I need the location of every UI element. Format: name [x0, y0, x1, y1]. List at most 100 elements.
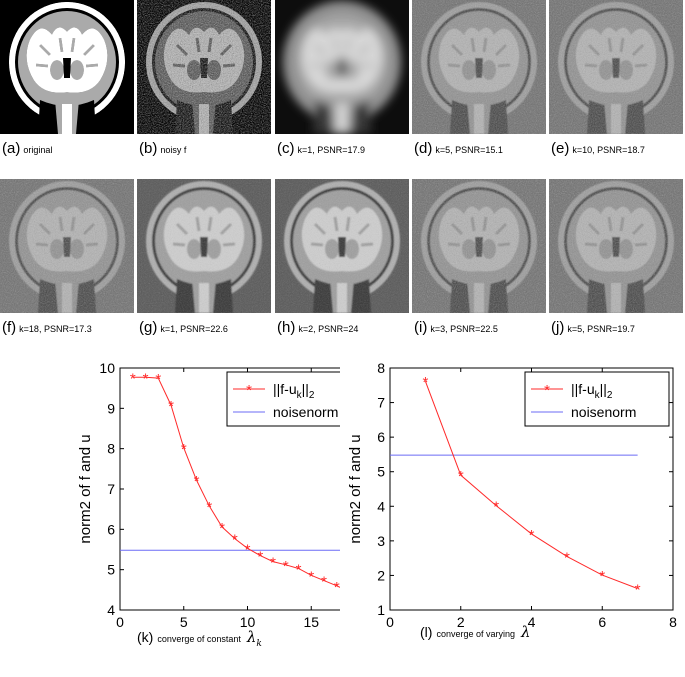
- panel-caption: (f) k=18, PSNR=17.3: [2, 319, 92, 337]
- x-tick-label: 8: [669, 614, 677, 628]
- error-norm-point: *: [143, 370, 149, 387]
- x-tick-label: 2: [457, 614, 465, 628]
- mri-panel-image: [137, 0, 271, 134]
- y-tick-label: 5: [107, 562, 115, 578]
- y-tick-label: 6: [107, 521, 115, 537]
- error-norm-point: *: [283, 558, 289, 575]
- caption-l-lambda: λ: [520, 623, 531, 641]
- brain-scan-picture: [549, 0, 683, 134]
- error-norm-point: *: [245, 541, 251, 558]
- caption-l-text: converge of varying: [436, 629, 515, 639]
- x-tick-label: 4: [528, 614, 536, 628]
- legend-box: [226, 371, 340, 427]
- panel-caption-text: k=18, PSNR=17.3: [19, 324, 92, 334]
- error-norm-point: *: [422, 374, 428, 391]
- y-tick-label: 4: [377, 498, 385, 514]
- brain-scan-picture: [137, 0, 271, 134]
- panel-caption-label: (g): [139, 319, 158, 336]
- y-tick-label: 9: [107, 400, 115, 416]
- panel-caption-label: (b): [139, 140, 158, 157]
- brain-scan-picture: [0, 179, 134, 313]
- caption-l: (l) converge of varying λ: [420, 623, 531, 642]
- panel-caption: (h) k=2, PSNR=24: [277, 319, 358, 337]
- panel-caption-label: (d): [414, 140, 433, 157]
- mri-panel-image: [549, 179, 683, 313]
- panel-caption: (b) noisy f: [139, 140, 186, 158]
- brain-scan-picture: [0, 0, 134, 134]
- error-norm-point: *: [529, 527, 535, 544]
- x-tick-label: 15: [303, 614, 319, 628]
- y-tick-label: 8: [377, 360, 385, 376]
- chart-varying-lambda: 0246812345678knorm2 of f and u********||…: [347, 360, 677, 628]
- error-norm-point: *: [599, 568, 605, 585]
- y-axis-label: norm2 of f and u: [77, 434, 94, 543]
- brain-scan-picture: [275, 179, 409, 313]
- error-norm-point: *: [130, 370, 136, 387]
- panel-caption-text: k=5, PSNR=19.7: [567, 324, 635, 334]
- x-tick-label: 10: [240, 614, 256, 628]
- y-tick-label: 6: [377, 429, 385, 445]
- error-norm-point: *: [635, 582, 641, 599]
- caption-k: (k) converge of constant λk: [137, 628, 262, 649]
- panel-caption-label: (a): [2, 140, 21, 157]
- caption-k-lambda-symbol: λ: [246, 628, 257, 646]
- panel-caption: (c) k=1, PSNR=17.9: [277, 140, 365, 158]
- brain-scan-picture: [275, 0, 409, 134]
- y-tick-label: 10: [99, 360, 115, 376]
- panel-caption: (g) k=1, PSNR=22.6: [139, 319, 228, 337]
- error-norm-point: *: [308, 568, 314, 585]
- brain-scan-picture: [412, 179, 546, 313]
- mri-panel-image: [412, 179, 546, 313]
- x-tick-label: 6: [598, 614, 606, 628]
- error-norm-point: *: [270, 555, 276, 572]
- error-norm-point: *: [321, 574, 327, 591]
- caption-k-label: (k): [137, 629, 154, 645]
- mri-panel-image: [549, 0, 683, 134]
- caption-k-text: converge of constant: [157, 634, 241, 644]
- x-tick-label: 0: [116, 614, 124, 628]
- panel-caption-label: (f): [2, 319, 17, 336]
- legend-noise-label: noisenorm: [273, 404, 338, 420]
- panel-caption-text: original: [23, 145, 53, 155]
- error-norm-point: *: [232, 532, 238, 549]
- caption-k-lambda-sub: k: [256, 639, 262, 649]
- error-norm-point: *: [168, 398, 174, 415]
- panel-caption-label: (c): [277, 140, 295, 157]
- error-norm-point: *: [564, 549, 570, 566]
- chart-constant-lambda: 0510152045678910knorm2 of f and u*******…: [77, 360, 340, 628]
- panel-caption-label: (j): [551, 319, 565, 336]
- mri-panel-image: [275, 0, 409, 134]
- y-tick-label: 1: [377, 602, 385, 618]
- x-tick-label: 5: [180, 614, 188, 628]
- legend-series-marker: *: [246, 382, 252, 399]
- mri-panel-image: [137, 179, 271, 313]
- panel-caption-label: (i): [414, 319, 428, 336]
- error-norm-point: *: [334, 579, 340, 596]
- error-norm-point: *: [493, 499, 499, 516]
- panel-caption: (d) k=5, PSNR=15.1: [414, 140, 503, 158]
- error-norm-line: [424, 380, 638, 590]
- legend-box: [524, 371, 670, 427]
- y-tick-label: 5: [377, 464, 385, 480]
- panel-caption-text: k=5, PSNR=15.1: [435, 145, 503, 155]
- panel-caption-text: noisy f: [160, 145, 187, 155]
- legend-series-label: ||f-uk||2: [273, 381, 315, 401]
- caption-l-label: (l): [420, 624, 433, 640]
- legend-series-marker: *: [544, 382, 550, 399]
- caption-k-lambda: λk: [246, 628, 262, 649]
- y-tick-label: 2: [377, 567, 385, 583]
- y-tick-label: 8: [107, 441, 115, 457]
- panel-caption-text: k=1, PSNR=17.9: [297, 145, 366, 155]
- error-norm-point: *: [257, 549, 263, 566]
- panel-caption: (e) k=10, PSNR=18.7: [551, 140, 645, 158]
- brain-scan-picture: [549, 179, 683, 313]
- mri-panel-image: [275, 179, 409, 313]
- mri-panel-image: [0, 179, 134, 313]
- error-norm-point: *: [219, 520, 225, 537]
- brain-scan-picture: [137, 179, 271, 313]
- x-tick-label: 0: [386, 614, 394, 628]
- panel-caption-text: k=10, PSNR=18.7: [572, 145, 645, 155]
- error-norm-point: *: [206, 499, 212, 516]
- error-norm-point: *: [155, 371, 161, 388]
- error-norm-point: *: [194, 473, 200, 490]
